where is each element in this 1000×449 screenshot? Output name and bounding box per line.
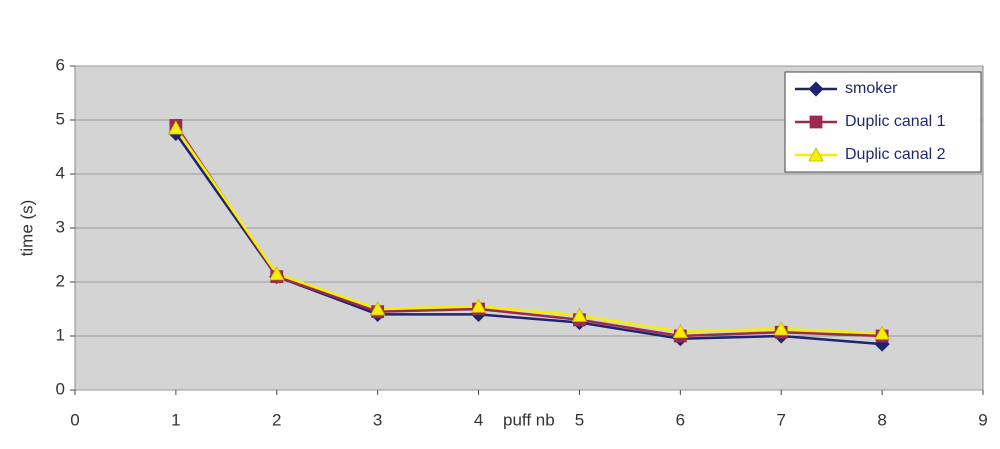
- marker: [773, 321, 789, 336]
- marker: [470, 298, 487, 313]
- marker: [571, 307, 588, 322]
- legend-label: smoker: [845, 80, 898, 97]
- y-tick-label: 6: [56, 55, 65, 74]
- y-tick-label: 4: [56, 163, 65, 182]
- legend-marker: [809, 115, 823, 129]
- ticks: 0 1 2 3 4 5 6 0 1 2 3 4 5 6 7 8 9: [56, 55, 988, 429]
- marker: [874, 325, 890, 340]
- x-tick-label: 6: [676, 410, 685, 429]
- y-tick-label: 3: [56, 217, 65, 236]
- series-group: [168, 119, 890, 352]
- legend: smoker Duplic canal 1 Duplic canal 2: [784, 71, 982, 173]
- x-tick-label: 1: [171, 410, 180, 429]
- marker: [672, 323, 689, 339]
- x-tick-label: 0: [70, 410, 79, 429]
- marker: [168, 120, 184, 135]
- x-tick-label: 2: [272, 410, 281, 429]
- x-tick-label: 5: [575, 410, 584, 429]
- y-tick-label: 1: [56, 325, 65, 344]
- x-tick-label: 3: [373, 410, 382, 429]
- x-tick-label: 8: [877, 410, 886, 429]
- series-line: [174, 127, 883, 335]
- legend-marker: [808, 147, 824, 162]
- x-tick-label: 7: [776, 410, 785, 429]
- y-tick-label: 2: [56, 271, 65, 290]
- y-tick-label: 5: [56, 109, 65, 128]
- y-tick-label: 0: [56, 379, 65, 398]
- legend-label: Duplic canal 1: [845, 113, 946, 130]
- legend-label: Duplic canal 2: [845, 146, 946, 163]
- x-tick-label: 4: [474, 410, 483, 429]
- y-axis-label: time (s): [17, 200, 36, 257]
- legend-marker: [808, 81, 824, 97]
- marker: [369, 301, 386, 316]
- x-tick-label: 9: [978, 410, 987, 429]
- marker: [269, 266, 285, 281]
- series-line: [174, 124, 883, 338]
- x-axis-label: puff nb: [503, 410, 555, 429]
